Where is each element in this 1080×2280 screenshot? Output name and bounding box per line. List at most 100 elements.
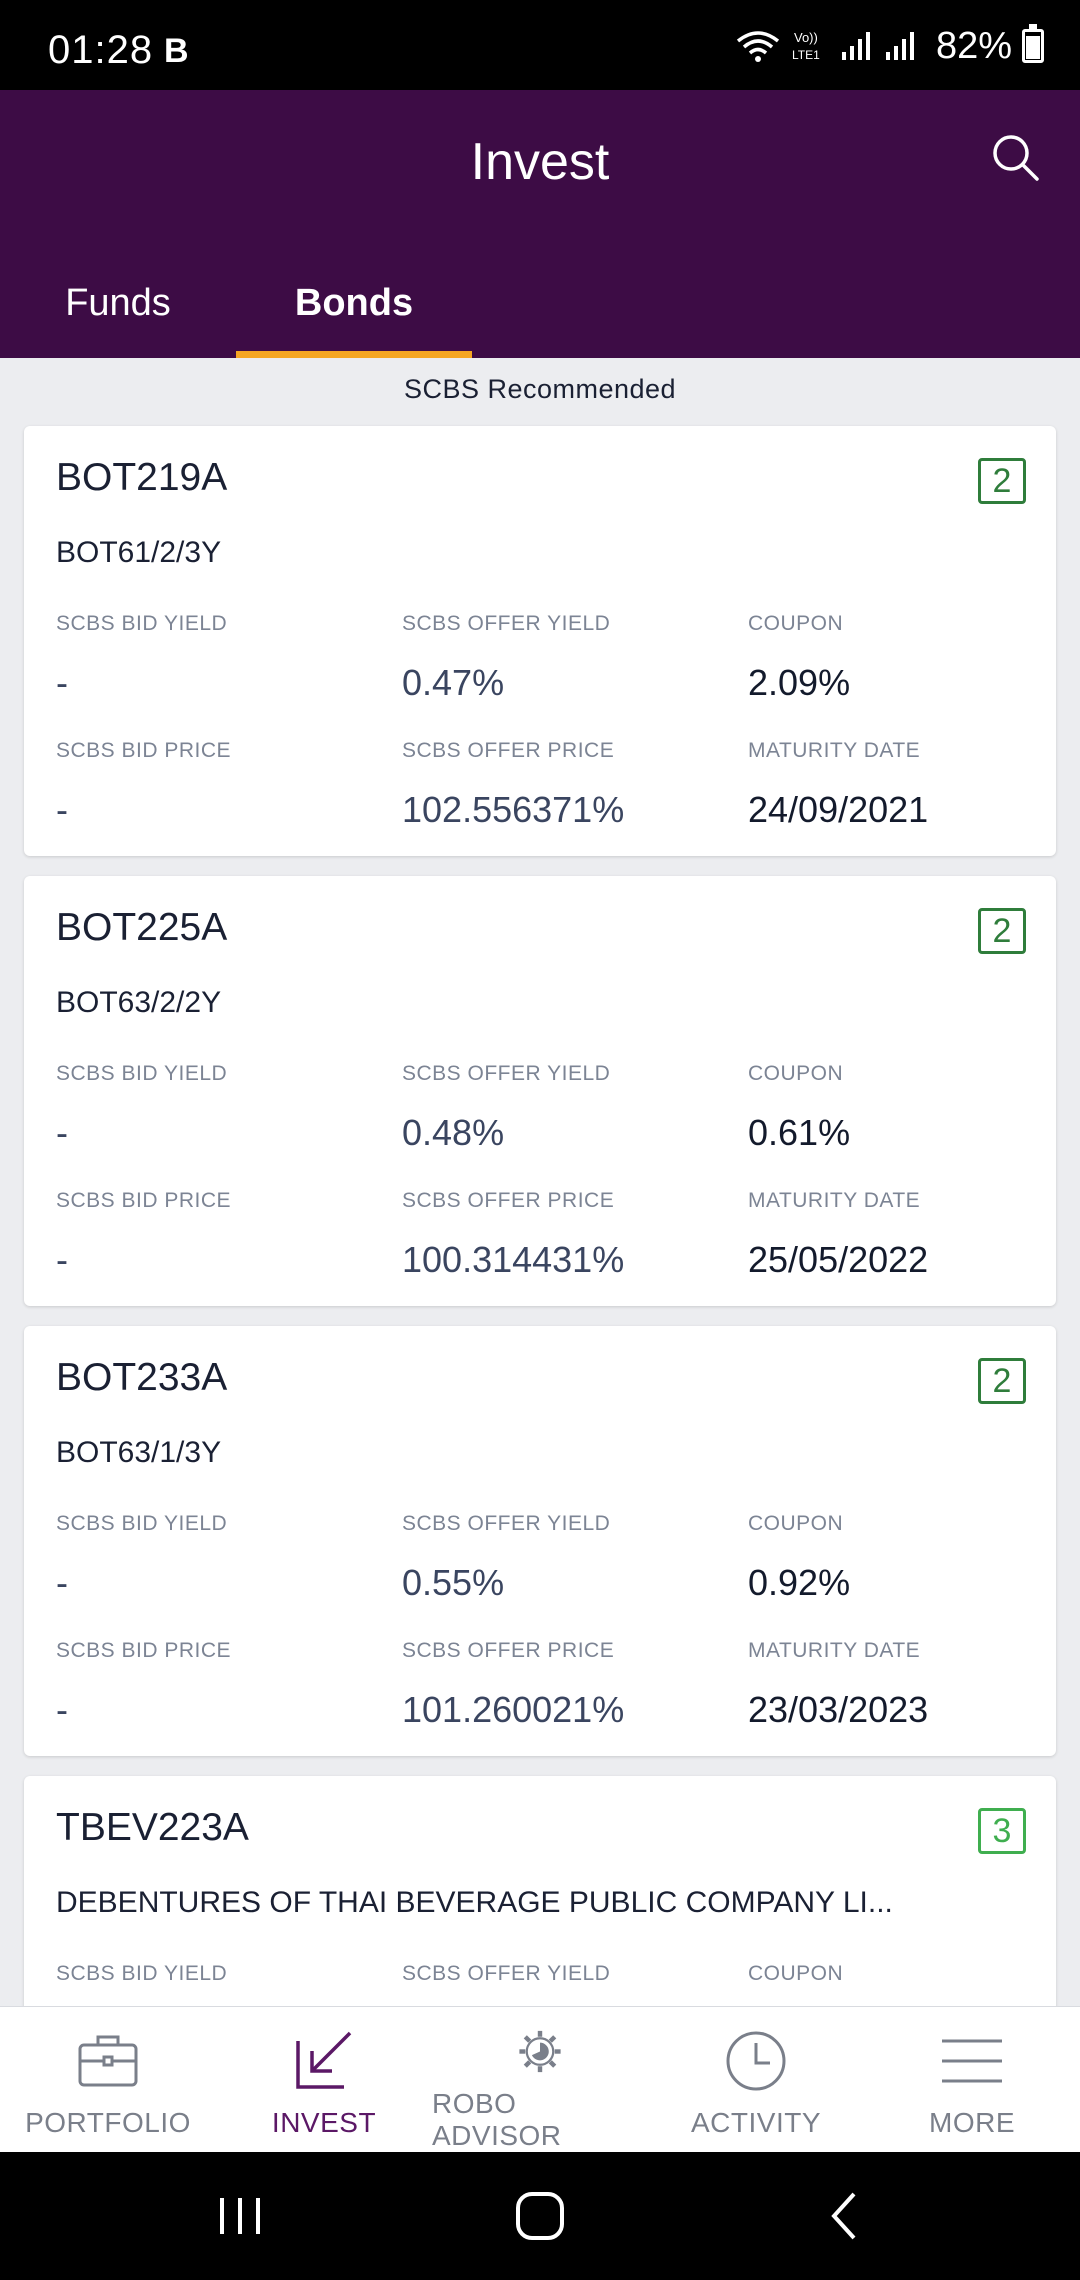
nav-label: PORTFOLIO — [25, 2107, 191, 2138]
offer-price-label: SCBS OFFER PRICE — [402, 739, 615, 762]
coupon-value: 0.61% — [748, 1112, 851, 1153]
nav-portfolio[interactable]: PORTFOLIO — [0, 2007, 216, 2152]
maturity-label: MATURITY DATE — [748, 1189, 921, 1212]
risk-level-badge: 2 — [978, 458, 1026, 504]
nav-activity[interactable]: ACTIVITY — [648, 2007, 864, 2152]
maturity-label: MATURITY DATE — [748, 1639, 921, 1662]
bid-price-value: - — [56, 1239, 68, 1280]
bid-yield-label: SCBS BID YIELD — [56, 1512, 228, 1535]
coupon-field: COUPON 0.61% — [748, 1062, 850, 1154]
search-button[interactable] — [990, 132, 1042, 184]
signal-icon — [841, 32, 870, 60]
bid-yield-value: - — [56, 1112, 68, 1153]
offer-price-label: SCBS OFFER PRICE — [402, 1189, 615, 1212]
coupon-field: COUPON 0.92% — [748, 1512, 850, 1604]
bottom-nav: PORTFOLIO INVEST ROBO ADVISOR ACTIVITY — [0, 2006, 1080, 2152]
offer-price-field: SCBS OFFER PRICE 100.314431% — [402, 1189, 624, 1281]
bond-code: BOT233A — [56, 1356, 228, 1399]
offer-yield-label: SCBS OFFER YIELD — [402, 1062, 611, 1085]
coupon-field: COUPON 2.09% — [748, 612, 850, 704]
bond-card[interactable]: BOT219A 2 BOT61/2/3Y SCBS BID YIELD - SC… — [24, 426, 1056, 856]
back-icon[interactable] — [814, 2184, 878, 2248]
bid-price-field: SCBS BID PRICE - — [56, 739, 231, 831]
bond-name: DEBENTURES OF THAI BEVERAGE PUBLIC COMPA… — [56, 1886, 893, 1919]
home-icon[interactable] — [508, 2184, 572, 2248]
bond-card[interactable]: BOT225A 2 BOT63/2/2Y SCBS BID YIELD - SC… — [24, 876, 1056, 1306]
coupon-label: COUPON — [748, 1062, 844, 1085]
briefcase-icon — [78, 2035, 138, 2087]
bid-price-field: SCBS BID PRICE - — [56, 1639, 231, 1731]
bid-price-label: SCBS BID PRICE — [56, 739, 232, 762]
bond-code: BOT225A — [56, 906, 228, 949]
coupon-label: COUPON — [748, 1962, 844, 1985]
menu-icon — [942, 2039, 1002, 2083]
signal-icon — [885, 32, 914, 60]
offer-yield-label: SCBS OFFER YIELD — [402, 1962, 611, 1985]
coupon-value: 0.92% — [748, 1562, 851, 1603]
bond-code: TBEV223A — [56, 1806, 249, 1849]
volte-icon: Vo)) LTE1 — [792, 30, 820, 62]
offer-yield-label: SCBS OFFER YIELD — [402, 1512, 611, 1535]
risk-level-badge: 2 — [978, 908, 1026, 954]
nav-invest[interactable]: INVEST — [216, 2007, 432, 2152]
bond-name: BOT63/2/2Y — [56, 986, 222, 1019]
nav-robo-advisor[interactable]: ROBO ADVISOR — [432, 2007, 648, 2152]
risk-level-badge: 2 — [978, 1358, 1026, 1404]
svg-text:Vo)): Vo)) — [794, 30, 818, 45]
maturity-value: 25/05/2022 — [748, 1239, 929, 1280]
status-time: 01:28 — [48, 28, 154, 72]
app-header: Invest Funds Bonds — [0, 90, 1080, 358]
coupon-value: 2.09% — [748, 662, 851, 703]
offer-price-field: SCBS OFFER PRICE 102.556371% — [402, 739, 624, 831]
nav-label: INVEST — [271, 2107, 377, 2138]
offer-yield-field: SCBS OFFER YIELD 0.47% — [402, 612, 610, 704]
offer-yield-value: 0.47% — [402, 662, 505, 703]
offer-yield-value: 0.55% — [402, 1562, 505, 1603]
maturity-value: 23/03/2023 — [748, 1689, 929, 1730]
system-nav-bar — [0, 2152, 1080, 2280]
coupon-field: COUPON — [748, 1962, 843, 1986]
offer-yield-field: SCBS OFFER YIELD 0.55% — [402, 1512, 610, 1604]
bond-name: BOT63/1/3Y — [56, 1436, 222, 1469]
bid-yield-field: SCBS BID YIELD — [56, 1962, 227, 1986]
maturity-field: MATURITY DATE 24/09/2021 — [748, 739, 928, 831]
bid-price-value: - — [56, 1689, 68, 1730]
maturity-field: MATURITY DATE 25/05/2022 — [748, 1189, 928, 1281]
tab-funds[interactable]: Funds — [65, 281, 171, 324]
bid-yield-field: SCBS BID YIELD - — [56, 1062, 227, 1154]
offer-price-field: SCBS OFFER PRICE 101.260021% — [402, 1639, 624, 1731]
bid-yield-label: SCBS BID YIELD — [56, 612, 228, 635]
bid-price-label: SCBS BID PRICE — [56, 1639, 232, 1662]
nav-more[interactable]: MORE — [864, 2007, 1080, 2152]
nav-label: ACTIVITY — [690, 2107, 821, 2138]
maturity-value: 24/09/2021 — [748, 789, 929, 830]
bond-card[interactable]: BOT233A 2 BOT63/1/3Y SCBS BID YIELD - SC… — [24, 1326, 1056, 1756]
bid-yield-value: - — [56, 1562, 68, 1603]
bid-yield-value: - — [56, 662, 68, 703]
tab-bar: Funds Bonds — [0, 248, 472, 358]
search-icon — [993, 135, 1039, 181]
bid-yield-label: SCBS BID YIELD — [56, 1062, 228, 1085]
clock-icon — [726, 2031, 786, 2091]
wifi-icon — [736, 31, 780, 62]
offer-price-value: 102.556371% — [402, 789, 625, 830]
bond-code: BOT219A — [56, 456, 228, 499]
page-title: Invest — [470, 133, 610, 191]
bid-price-value: - — [56, 789, 68, 830]
offer-price-value: 101.260021% — [402, 1689, 625, 1730]
tab-bonds[interactable]: Bonds — [236, 248, 472, 358]
bid-yield-field: SCBS BID YIELD - — [56, 612, 227, 704]
maturity-field: MATURITY DATE 23/03/2023 — [748, 1639, 928, 1731]
offer-yield-field: SCBS OFFER YIELD 0.48% — [402, 1062, 610, 1154]
offer-yield-label: SCBS OFFER YIELD — [402, 612, 611, 635]
offer-price-label: SCBS OFFER PRICE — [402, 1639, 615, 1662]
nav-label: ROBO ADVISOR — [432, 2088, 562, 2151]
notification-icon: B — [164, 32, 189, 70]
bid-price-field: SCBS BID PRICE - — [56, 1189, 231, 1281]
svg-text:LTE1: LTE1 — [792, 48, 820, 62]
recents-icon[interactable] — [208, 2184, 272, 2248]
bid-yield-field: SCBS BID YIELD - — [56, 1512, 227, 1604]
robo-gear-icon — [519, 2030, 561, 2073]
battery-icon — [1022, 24, 1044, 63]
offer-price-value: 100.314431% — [402, 1239, 625, 1280]
